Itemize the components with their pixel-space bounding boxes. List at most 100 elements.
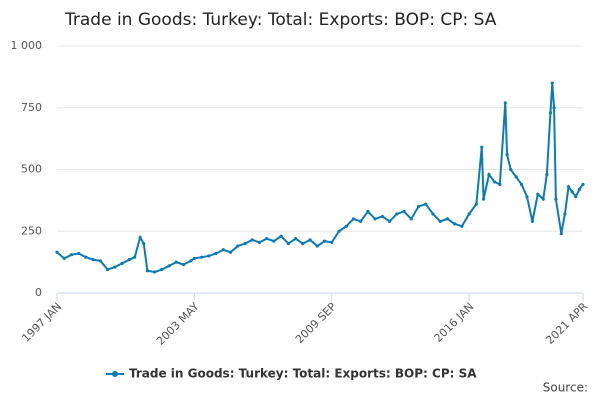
point [62, 256, 66, 261]
point [581, 182, 585, 186]
point [142, 242, 146, 246]
legend-label: Trade in Goods: Turkey: Total: Exports: … [129, 367, 477, 381]
point [559, 232, 563, 236]
point [563, 212, 567, 216]
point [145, 269, 149, 273]
point [55, 250, 59, 254]
point [514, 175, 518, 179]
point [487, 172, 491, 177]
point [98, 259, 102, 263]
point [293, 237, 298, 241]
point [445, 217, 450, 221]
point [566, 185, 571, 189]
point [301, 242, 305, 246]
point [481, 197, 486, 201]
point [308, 238, 312, 242]
point [424, 202, 428, 206]
point [243, 242, 247, 246]
x-tick-label: 2003 MAY [154, 300, 202, 348]
y-tick-label: 250 [21, 224, 42, 237]
point [138, 235, 142, 240]
point [409, 217, 413, 221]
point [272, 239, 276, 243]
y-tick-label: 500 [21, 163, 42, 176]
x-tick-label: 2009 SEP [293, 300, 339, 346]
point [167, 264, 171, 268]
point [192, 256, 196, 261]
x-tick-label: 2021 APR [543, 300, 590, 347]
y-tick-label: 750 [21, 101, 42, 114]
point [322, 239, 327, 243]
point [536, 192, 540, 196]
y-tick-label: 1 000 [11, 39, 43, 52]
point [509, 167, 513, 172]
point [366, 209, 370, 214]
point [221, 248, 225, 252]
point [250, 238, 254, 242]
point [160, 267, 164, 272]
point [84, 255, 88, 259]
point [380, 214, 384, 219]
x-tick-label: 1997 JAN [19, 300, 64, 345]
series-line [56, 82, 584, 274]
point [474, 202, 478, 206]
point [236, 244, 240, 248]
point [228, 250, 233, 254]
chart-title: Trade in Goods: Turkey: Total: Exports: … [64, 10, 497, 30]
point [552, 106, 556, 110]
point [503, 101, 507, 105]
point [530, 219, 534, 223]
point [189, 259, 193, 263]
point [279, 234, 283, 238]
point [550, 81, 554, 85]
point [416, 204, 421, 209]
point [113, 265, 117, 269]
point [181, 262, 186, 267]
point [337, 229, 341, 233]
point [351, 217, 356, 221]
point [200, 255, 204, 259]
point [570, 190, 574, 194]
point [214, 251, 218, 256]
point [525, 195, 529, 199]
point [541, 197, 545, 201]
point [453, 222, 457, 226]
point [174, 260, 178, 264]
point [492, 180, 497, 184]
point [69, 253, 74, 257]
point [387, 219, 392, 223]
legend-marker [112, 371, 118, 377]
point [505, 153, 509, 157]
point [106, 267, 110, 272]
point [548, 111, 553, 115]
point [574, 195, 578, 199]
point [431, 212, 435, 216]
point [480, 145, 484, 149]
point [91, 258, 95, 262]
point [467, 212, 471, 216]
x-tick-label: 2016 JAN [432, 300, 477, 345]
point [344, 224, 348, 228]
point [519, 182, 524, 186]
point [577, 187, 581, 191]
y-tick-label: 0 [35, 286, 42, 299]
point [133, 255, 137, 259]
point [373, 217, 377, 221]
point [359, 219, 363, 223]
point [127, 258, 131, 262]
point [330, 240, 334, 244]
point [402, 209, 406, 214]
source: Source: [543, 381, 588, 395]
point [77, 251, 81, 256]
point [460, 224, 464, 228]
point [395, 212, 399, 216]
point [554, 197, 558, 201]
point [315, 244, 319, 248]
point [120, 261, 124, 265]
point [498, 182, 502, 186]
point [286, 242, 290, 246]
point [153, 270, 157, 274]
point [257, 240, 262, 244]
point [207, 254, 211, 258]
